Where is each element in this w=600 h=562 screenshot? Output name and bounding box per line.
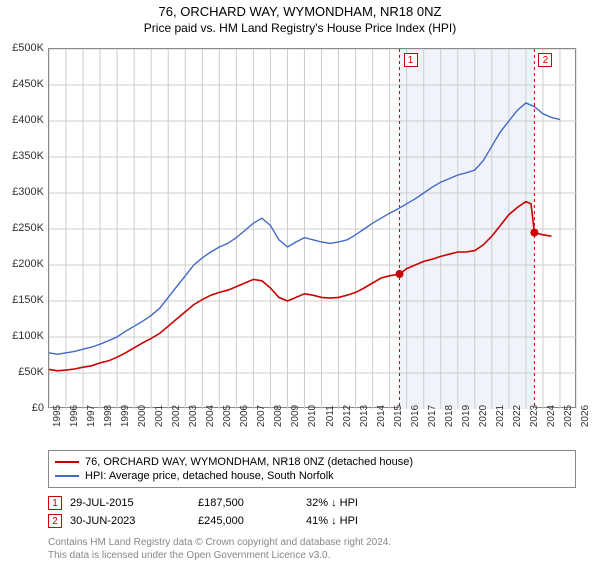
x-tick-label: 2010 bbox=[307, 405, 318, 427]
y-tick-label: £150K bbox=[0, 294, 44, 306]
x-tick-label: 2002 bbox=[171, 405, 182, 427]
x-tick-label: 2022 bbox=[512, 405, 523, 427]
x-tick-label: 2023 bbox=[529, 405, 540, 427]
legend-label-hpi: HPI: Average price, detached house, Sout… bbox=[85, 470, 334, 482]
transaction-delta: 41% ↓ HPI bbox=[306, 515, 416, 527]
x-tick-label: 1998 bbox=[103, 405, 114, 427]
x-tick-label: 2013 bbox=[359, 405, 370, 427]
x-tick-label: 2017 bbox=[427, 405, 438, 427]
footer-line2: This data is licensed under the Open Gov… bbox=[48, 549, 576, 562]
x-tick-label: 2018 bbox=[444, 405, 455, 427]
legend-swatch-hpi bbox=[55, 475, 79, 477]
legend-row-property: 76, ORCHARD WAY, WYMONDHAM, NR18 0NZ (de… bbox=[55, 455, 569, 469]
x-tick-label: 2011 bbox=[325, 405, 336, 427]
x-tick-label: 2012 bbox=[342, 405, 353, 427]
y-tick-label: £100K bbox=[0, 330, 44, 342]
chart-subtitle: Price paid vs. HM Land Registry's House … bbox=[0, 21, 600, 35]
x-tick-label: 2005 bbox=[222, 405, 233, 427]
transaction-marker-icon: 2 bbox=[48, 514, 62, 528]
x-tick-label: 2021 bbox=[495, 405, 506, 427]
transactions-table: 1 29-JUL-2015 £187,500 32% ↓ HPI 2 30-JU… bbox=[48, 494, 576, 530]
x-tick-label: 2003 bbox=[188, 405, 199, 427]
x-tick-label: 1999 bbox=[120, 405, 131, 427]
legend-area: 76, ORCHARD WAY, WYMONDHAM, NR18 0NZ (de… bbox=[48, 450, 576, 562]
transaction-marker-icon: 1 bbox=[48, 496, 62, 510]
transaction-row: 2 30-JUN-2023 £245,000 41% ↓ HPI bbox=[48, 512, 576, 530]
y-tick-label: £50K bbox=[0, 366, 44, 378]
x-tick-label: 2008 bbox=[273, 405, 284, 427]
x-tick-label: 2007 bbox=[256, 405, 267, 427]
x-tick-label: 2009 bbox=[290, 405, 301, 427]
x-tick-label: 2024 bbox=[546, 405, 557, 427]
footer-line1: Contains HM Land Registry data © Crown c… bbox=[48, 536, 576, 549]
transaction-price: £245,000 bbox=[198, 515, 298, 527]
transaction-date: 29-JUL-2015 bbox=[70, 497, 190, 509]
chart-svg bbox=[49, 49, 577, 409]
y-tick-label: £0 bbox=[0, 402, 44, 414]
x-tick-label: 1997 bbox=[86, 405, 97, 427]
chart-container: 76, ORCHARD WAY, WYMONDHAM, NR18 0NZ Pri… bbox=[0, 0, 600, 560]
x-tick-label: 2015 bbox=[393, 405, 404, 427]
x-tick-label: 2006 bbox=[239, 405, 250, 427]
y-tick-label: £500K bbox=[0, 42, 44, 54]
vline-marker-box: 2 bbox=[538, 53, 552, 67]
legend-label-property: 76, ORCHARD WAY, WYMONDHAM, NR18 0NZ (de… bbox=[85, 456, 413, 468]
legend-row-hpi: HPI: Average price, detached house, Sout… bbox=[55, 469, 569, 483]
legend-box: 76, ORCHARD WAY, WYMONDHAM, NR18 0NZ (de… bbox=[48, 450, 576, 488]
x-tick-label: 2014 bbox=[376, 405, 387, 427]
x-tick-label: 2004 bbox=[205, 405, 216, 427]
x-tick-label: 2001 bbox=[154, 405, 165, 427]
y-tick-label: £450K bbox=[0, 78, 44, 90]
y-tick-label: £300K bbox=[0, 186, 44, 198]
x-tick-label: 2000 bbox=[137, 405, 148, 427]
footer-text: Contains HM Land Registry data © Crown c… bbox=[48, 536, 576, 562]
transaction-delta: 32% ↓ HPI bbox=[306, 497, 416, 509]
vline-marker-box: 1 bbox=[404, 53, 418, 67]
x-tick-label: 1996 bbox=[69, 405, 80, 427]
transaction-price: £187,500 bbox=[198, 497, 298, 509]
y-tick-label: £350K bbox=[0, 150, 44, 162]
x-tick-label: 1995 bbox=[52, 405, 63, 427]
x-tick-label: 2020 bbox=[478, 405, 489, 427]
transaction-date: 30-JUN-2023 bbox=[70, 515, 190, 527]
chart-plot-area: 12 bbox=[48, 48, 576, 408]
chart-title: 76, ORCHARD WAY, WYMONDHAM, NR18 0NZ bbox=[0, 4, 600, 19]
y-tick-label: £200K bbox=[0, 258, 44, 270]
x-tick-label: 2019 bbox=[461, 405, 472, 427]
legend-swatch-property bbox=[55, 461, 79, 463]
y-tick-label: £400K bbox=[0, 114, 44, 126]
transaction-row: 1 29-JUL-2015 £187,500 32% ↓ HPI bbox=[48, 494, 576, 512]
title-area: 76, ORCHARD WAY, WYMONDHAM, NR18 0NZ Pri… bbox=[0, 0, 600, 35]
x-tick-label: 2025 bbox=[563, 405, 574, 427]
x-tick-label: 2026 bbox=[580, 405, 591, 427]
x-tick-label: 2016 bbox=[410, 405, 421, 427]
y-tick-label: £250K bbox=[0, 222, 44, 234]
